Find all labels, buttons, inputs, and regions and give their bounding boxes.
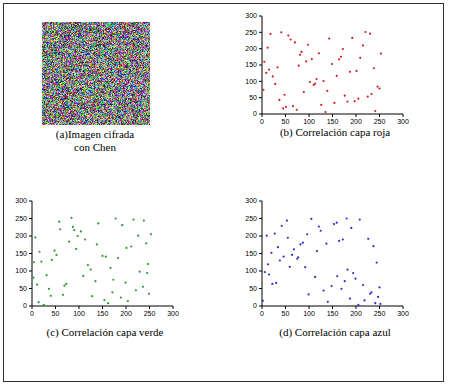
svg-text:0: 0 [253,110,257,117]
svg-text:0: 0 [260,310,264,317]
html-text:(a)Imagen cifrada con Chen: (a)Imagen cifrada con Chen [55,128,135,153]
svg-text:150: 150 [245,250,257,257]
svg-text:50: 50 [282,118,290,125]
svg-text:150: 150 [245,61,257,68]
svg-text:250: 250 [245,215,257,222]
svg-text:100: 100 [245,267,257,274]
html-text:(d) Correlación capa azul: (d) Correlación capa azul [279,326,391,338]
svg-text:250: 250 [15,215,27,222]
svg-text:50: 50 [282,310,290,317]
svg-text:50: 50 [19,285,27,292]
svg-text:200: 200 [15,232,27,239]
svg-text:300: 300 [167,310,179,317]
svg-text:200: 200 [350,118,362,125]
svg-text:100: 100 [303,118,315,125]
svg-text:150: 150 [15,250,27,257]
svg-text:100: 100 [303,310,315,317]
svg-text:250: 250 [245,29,257,36]
html-text:(c) Correlación capa verde: (c) Correlación capa verde [46,326,164,338]
svg-text:150: 150 [97,310,109,317]
svg-text:100: 100 [245,78,257,85]
svg-text:250: 250 [144,310,156,317]
svg-text:200: 200 [120,310,132,317]
svg-text:0: 0 [253,302,257,309]
svg-text:300: 300 [245,197,257,204]
svg-text:50: 50 [52,310,60,317]
svg-text:150: 150 [327,118,339,125]
svg-text:300: 300 [15,197,27,204]
svg-text:150: 150 [327,310,339,317]
svg-text:50: 50 [249,285,257,292]
svg-text:300: 300 [397,310,409,317]
svg-text:0: 0 [260,118,264,125]
html-text:(b) Correlación capa roja: (b) Correlación capa roja [279,126,391,138]
svg-text:200: 200 [350,310,362,317]
svg-text:300: 300 [245,12,257,19]
svg-text:200: 200 [245,232,257,239]
svg-text:250: 250 [374,118,386,125]
svg-text:200: 200 [245,45,257,52]
svg-text:0: 0 [30,310,34,317]
svg-text:100: 100 [15,267,27,274]
svg-text:100: 100 [73,310,85,317]
svg-text:250: 250 [374,310,386,317]
svg-text:300: 300 [397,118,409,125]
svg-text:50: 50 [249,94,257,101]
svg-text:0: 0 [23,302,27,309]
